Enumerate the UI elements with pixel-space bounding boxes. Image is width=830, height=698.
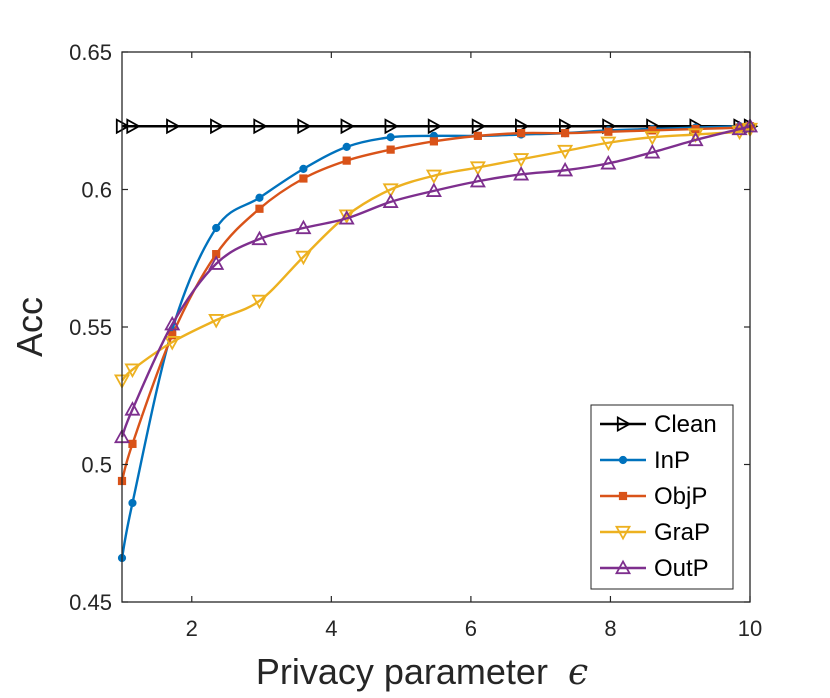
- data-point-outp: [124, 401, 141, 416]
- data-point-grap: [600, 136, 617, 152]
- series-clean: [115, 118, 759, 135]
- legend-entry-objp: ObjP: [600, 483, 707, 510]
- data-point-objp: [386, 145, 395, 154]
- data-point-objp: [299, 174, 308, 183]
- y-tick-label: 0.55: [69, 315, 112, 340]
- data-point-objp: [560, 129, 570, 138]
- data-point-outp: [557, 161, 574, 177]
- data-point-grap: [731, 125, 748, 141]
- data-point-clean: [297, 118, 312, 135]
- data-point-inp: [128, 498, 137, 508]
- data-point-outp: [513, 166, 530, 181]
- series-line-grap: [121, 127, 751, 382]
- data-point-grap: [425, 169, 442, 185]
- data-point-grap: [687, 128, 704, 143]
- data-point-outp: [644, 144, 661, 159]
- legend-label-inp: InP: [654, 447, 690, 474]
- legend-entry-clean: Clean: [600, 411, 717, 438]
- data-point-objp: [168, 331, 177, 340]
- data-point-outp: [164, 315, 181, 331]
- data-point-grap: [469, 161, 486, 176]
- data-point-grap: [208, 314, 225, 329]
- data-point-objp: [473, 131, 482, 140]
- x-axis-label: Privacy parameter ϵ: [256, 651, 588, 693]
- data-point-outp: [295, 219, 312, 235]
- x-tick-label: 10: [738, 616, 762, 641]
- data-point-outp: [208, 255, 225, 270]
- data-point-inp: [212, 223, 221, 233]
- data-point-clean: [471, 118, 487, 135]
- x-tick-label: 8: [604, 616, 616, 641]
- legend-marker-outp: [614, 559, 632, 575]
- x-axis-label-text: Privacy parameter: [256, 651, 548, 692]
- data-point-grap: [251, 294, 268, 310]
- data-point-clean: [340, 118, 356, 135]
- data-point-grap: [557, 144, 574, 160]
- data-point-grap: [644, 131, 661, 146]
- y-tick-label: 0.65: [69, 40, 112, 65]
- data-point-grap: [164, 336, 181, 351]
- data-point-clean: [384, 118, 399, 135]
- legend-marker-grap: [614, 525, 632, 541]
- data-point-inp: [342, 142, 351, 151]
- data-point-inp: [255, 193, 264, 202]
- data-point-grap: [513, 153, 530, 168]
- x-tick-label: 2: [186, 616, 198, 641]
- data-point-outp: [382, 193, 399, 208]
- y-tick-label: 0.45: [69, 590, 112, 615]
- x-axis-label-symbol: ϵ: [568, 652, 588, 693]
- data-point-grap: [124, 363, 141, 378]
- data-point-clean: [126, 118, 141, 135]
- data-point-inp: [386, 133, 395, 142]
- series-objp: [117, 122, 755, 486]
- data-point-outp: [338, 210, 355, 225]
- data-point-clean: [166, 118, 181, 135]
- data-point-objp: [517, 129, 526, 138]
- legend-entry-outp: OutP: [600, 555, 709, 582]
- x-tick-label: 6: [465, 616, 477, 641]
- data-point-objp: [429, 137, 439, 146]
- data-point-outp: [469, 172, 486, 188]
- data-point-outp: [425, 182, 442, 197]
- data-point-clean: [210, 118, 225, 135]
- data-point-clean: [427, 118, 443, 135]
- legend-label-clean: Clean: [654, 411, 717, 438]
- data-point-inp: [299, 164, 308, 173]
- data-point-outp: [731, 120, 748, 136]
- data-point-outp: [687, 131, 704, 147]
- data-point-objp: [255, 204, 264, 213]
- data-point-grap: [295, 250, 312, 266]
- series-line-outp: [120, 125, 751, 438]
- data-point-objp: [342, 156, 351, 165]
- y-tick-label: 0.6: [81, 178, 112, 203]
- data-point-objp: [604, 127, 613, 136]
- y-axis-label: Acc: [9, 297, 50, 357]
- x-tick-label: 4: [325, 616, 337, 641]
- legend-entry-inp: InP: [600, 447, 690, 474]
- data-point-grap: [382, 183, 399, 198]
- data-point-outp: [251, 230, 268, 246]
- ticks-layer: 2 4 6 8 10 0.45 0.5 0.55 0.6 0.65: [69, 40, 762, 641]
- data-point-objp: [648, 126, 657, 135]
- y-tick-label: 0.5: [81, 453, 112, 478]
- legend-entry-grap: GraP: [600, 519, 710, 546]
- data-point-clean: [253, 118, 268, 135]
- data-point-objp: [128, 439, 137, 448]
- legend-marker-objp: [618, 491, 628, 501]
- series-line-objp: [120, 125, 751, 482]
- legend-label-outp: OutP: [654, 555, 709, 582]
- legend-marker-clean: [616, 415, 632, 433]
- data-point-outp: [600, 155, 617, 170]
- legend: Clean InP ObjP GraP OutP: [590, 404, 734, 590]
- legend-marker-inp: [618, 455, 628, 465]
- legend-label-grap: GraP: [654, 519, 710, 546]
- legend-label-objp: ObjP: [654, 483, 707, 510]
